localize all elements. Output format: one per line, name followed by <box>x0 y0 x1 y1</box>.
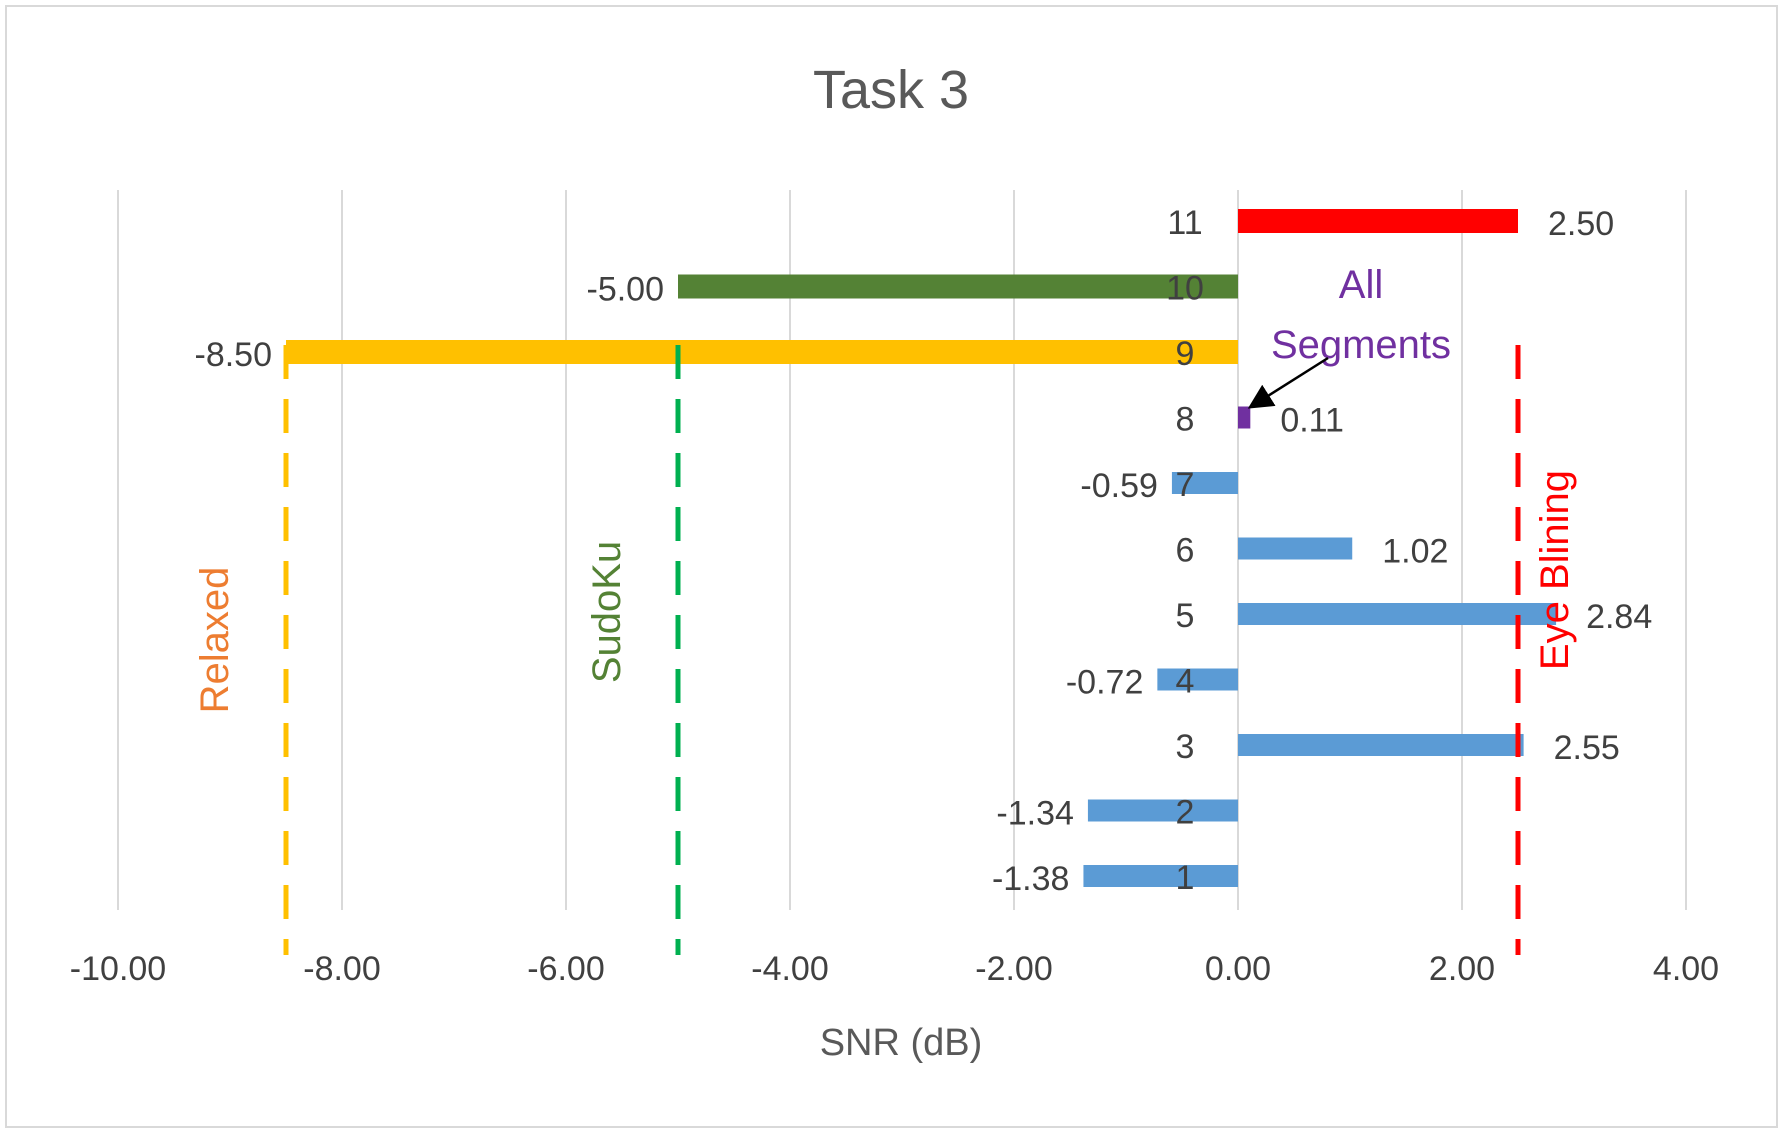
annotation-text: All <box>1339 263 1383 307</box>
x-tick-labels: -10.00 -8.00 -6.00 -4.00 -2.00 0.00 2.00 4.00 <box>70 950 1719 988</box>
x-tick-label: 0.00 <box>1205 950 1271 988</box>
x-tick-label: 4.00 <box>1653 950 1719 988</box>
category-label: 3 <box>1176 728 1195 766</box>
bar <box>1238 537 1353 560</box>
reference-line-label: Eye Blining <box>1533 470 1577 670</box>
category-label: 1 <box>1176 859 1195 897</box>
x-tick-label: -8.00 <box>303 950 381 988</box>
bar <box>1157 668 1238 691</box>
bar <box>1171 472 1238 494</box>
data-label: -0.72 <box>1066 664 1144 702</box>
x-tick-label: -4.00 <box>751 950 829 988</box>
data-labels: -1.38 -1.34 2.55 -0.72 2.84 1.02 -0.59 0.11 -8.5… <box>195 205 1653 898</box>
category-label: 6 <box>1176 532 1195 570</box>
data-label: 2.55 <box>1554 729 1620 767</box>
category-label: 7 <box>1176 466 1195 504</box>
bar <box>1238 734 1524 756</box>
x-tick-label: -10.00 <box>70 950 166 988</box>
bar <box>1087 799 1238 822</box>
x-tick-label: -6.00 <box>527 950 605 988</box>
category-label: 11 <box>1167 204 1202 242</box>
x-tick-label: -2.00 <box>975 950 1053 988</box>
data-label: -5.00 <box>587 271 665 309</box>
bar <box>1238 209 1518 233</box>
category-label: 2 <box>1176 794 1195 832</box>
reference-line-label: SudoKu <box>585 541 629 683</box>
bar <box>1083 865 1238 887</box>
x-tick-label: 2.00 <box>1429 950 1495 988</box>
data-label: 2.84 <box>1586 598 1652 636</box>
category-label: 8 <box>1176 401 1195 439</box>
category-label: 10 <box>1166 270 1204 308</box>
bar <box>1238 603 1557 625</box>
annotation-arrow <box>1247 356 1329 409</box>
category-label: 5 <box>1176 597 1195 635</box>
reference-lines: Relaxed SudoKu Eye Blining <box>193 345 1577 955</box>
data-label: -1.34 <box>996 795 1074 833</box>
data-label: -1.38 <box>992 860 1070 898</box>
bar <box>1238 406 1251 429</box>
data-label: 0.11 <box>1280 402 1344 440</box>
data-label: 1.02 <box>1382 533 1448 571</box>
reference-line-label: Relaxed <box>193 567 237 714</box>
data-label: -0.59 <box>1080 467 1158 505</box>
data-label: 2.50 <box>1548 205 1614 243</box>
annotation-text: Segments <box>1271 323 1451 367</box>
data-label: -8.50 <box>195 336 273 374</box>
chart-title: Task 3 <box>813 60 969 120</box>
bar <box>678 274 1238 299</box>
bar <box>286 340 1238 364</box>
x-axis-title: SNR (dB) <box>820 1022 983 1064</box>
annotation: All Segments <box>1247 263 1451 409</box>
category-label: 9 <box>1176 335 1195 373</box>
chart-frame <box>5 5 1778 1128</box>
category-label: 4 <box>1176 663 1195 701</box>
bars <box>286 209 1557 887</box>
category-labels: 1 2 3 4 5 6 7 8 9 10 11 <box>1166 204 1204 897</box>
